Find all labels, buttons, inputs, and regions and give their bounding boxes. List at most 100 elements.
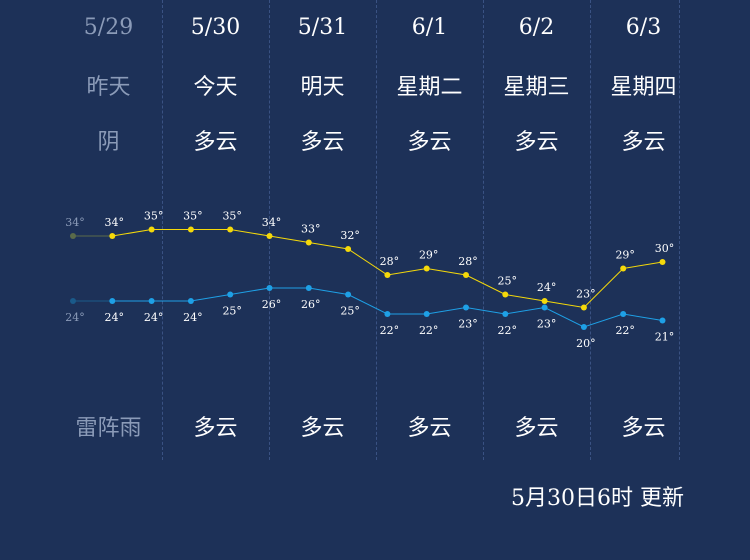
low-temp-point (227, 291, 234, 298)
day-weather: 多云 (193, 130, 238, 155)
low-temp-label: 22° (419, 324, 439, 337)
low-temp-label: 23° (537, 318, 557, 331)
high-temp-point (70, 233, 76, 239)
high-temp-point (187, 226, 194, 233)
high-temp-point (227, 226, 234, 233)
low-temp-label: 26° (301, 298, 321, 311)
high-temp-point (305, 239, 312, 246)
day-date: 6/1 (411, 15, 448, 40)
high-temp-label: 28° (380, 255, 400, 268)
column-divider (679, 0, 680, 460)
low-temp-point (70, 298, 76, 304)
day-weekday: 星期四 (610, 75, 677, 100)
high-temp-point (423, 265, 430, 272)
column-divider (590, 0, 591, 460)
night-weather: 多云 (193, 416, 238, 441)
low-temp-label: 22° (380, 324, 400, 337)
day-weather: 多云 (300, 130, 345, 155)
night-weather: 多云 (621, 416, 666, 441)
high-temp-point (345, 246, 352, 252)
column-divider (483, 0, 484, 460)
high-temp-label: 34° (105, 216, 125, 229)
high-temp-point (148, 226, 155, 233)
low-temp-point (541, 304, 548, 311)
high-temp-label: 30° (655, 242, 675, 255)
low-temp-point (463, 304, 469, 311)
low-temp-label: 23° (458, 318, 478, 331)
high-temp-label: 29° (419, 249, 439, 262)
high-temp-point (620, 265, 627, 272)
night-weather: 多云 (300, 416, 345, 441)
high-temp-point (463, 272, 469, 278)
night-weather: 雷阵雨 (75, 416, 142, 441)
day-column-6-1: 6/1 星期二 多云 多云 (376, 0, 483, 460)
high-temp-label: 32° (340, 229, 360, 242)
low-temp-point (345, 291, 352, 298)
day-weekday: 星期二 (396, 75, 463, 100)
low-temp-point (502, 311, 509, 317)
high-temp-label: 25° (498, 275, 518, 288)
high-temp-label: 35° (144, 210, 164, 223)
day-weather: 多云 (407, 130, 452, 155)
day-date: 5/31 (297, 15, 348, 40)
low-temp-label: 22° (615, 324, 635, 337)
low-temp-point (620, 311, 627, 317)
high-temp-point (659, 259, 666, 265)
low-temp-point (659, 317, 666, 324)
low-temp-label: 25° (340, 305, 360, 318)
high-temp-point (541, 298, 548, 304)
day-date: 5/29 (83, 15, 134, 40)
day-date: 6/3 (625, 15, 662, 40)
night-weather: 多云 (407, 416, 452, 441)
day-column-5-31: 5/31 明天 多云 多云 (269, 0, 376, 460)
low-temp-label: 24° (144, 311, 164, 324)
high-temp-label: 34° (65, 216, 85, 229)
day-column-6-3: 6/3 星期四 多云 多云 (590, 0, 697, 460)
low-temp-point (109, 298, 116, 304)
high-temp-label: 33° (301, 223, 321, 236)
low-temp-point (148, 298, 155, 304)
column-divider (376, 0, 377, 460)
low-temp-point (580, 324, 587, 330)
high-temp-label: 29° (615, 249, 635, 262)
high-temp-label: 34° (262, 216, 282, 229)
day-weekday: 明天 (300, 75, 345, 100)
day-column-5-29: 5/29 昨天阴雷阵雨 (55, 0, 162, 460)
low-temp-point (266, 285, 273, 291)
column-divider (269, 0, 270, 460)
high-temp-label: 35° (222, 210, 242, 223)
low-temp-label: 20° (576, 337, 596, 350)
day-weather: 阴 (97, 130, 120, 155)
day-column-5-30: 5/30 今天 多云 多云 (162, 0, 269, 460)
low-temp-label: 26° (262, 298, 282, 311)
low-temp-label: 24° (65, 311, 85, 324)
high-temp-label: 35° (183, 210, 203, 223)
high-temp-point (384, 272, 391, 278)
low-temp-label: 21° (655, 331, 675, 344)
day-weekday: 昨天 (86, 75, 131, 100)
high-temp-point (502, 291, 509, 298)
low-temp-label: 24° (105, 311, 125, 324)
high-temp-point (266, 233, 273, 239)
high-temp-point (580, 304, 587, 311)
update-time: 5月30日6时 更新 (511, 486, 684, 511)
day-weekday: 星期三 (503, 75, 570, 100)
day-weather: 多云 (514, 130, 559, 155)
low-temp-label: 25° (222, 305, 242, 318)
high-temp-label: 23° (576, 288, 596, 301)
low-temp-point (384, 311, 391, 317)
high-temp-point (109, 233, 116, 239)
low-temp-label: 24° (183, 311, 203, 324)
low-temp-label: 22° (498, 324, 518, 337)
temperature-chart: 34° 34° 35° 35° 35° 34° 33° 32° 28° 29° 28° 25° 24° 2… (65, 210, 675, 351)
low-temp-point (187, 298, 194, 304)
low-temp-point (423, 311, 430, 317)
high-temp-label: 28° (458, 255, 478, 268)
day-date: 6/2 (518, 15, 555, 40)
night-weather: 多云 (514, 416, 559, 441)
day-date: 5/30 (190, 15, 241, 40)
day-weather: 多云 (621, 130, 666, 155)
day-column-6-2: 6/2 星期三 多云 多云 (483, 0, 590, 460)
low-temp-point (305, 285, 312, 291)
high-temp-label: 24° (537, 281, 557, 294)
